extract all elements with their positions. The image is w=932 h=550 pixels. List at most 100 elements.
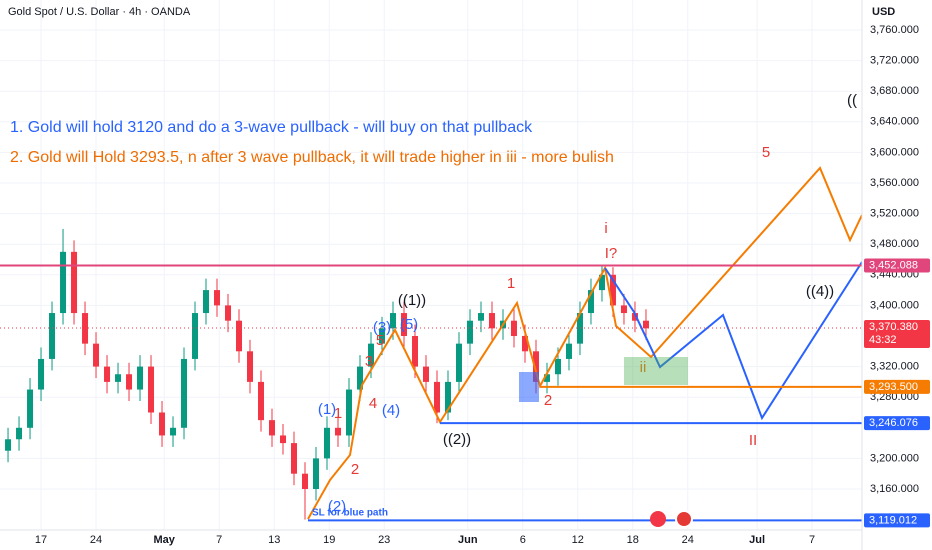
note: 1. Gold will hold 3120 and do a 3-wave p… <box>10 119 533 136</box>
candle-body <box>510 320 517 336</box>
candle-body <box>126 374 133 390</box>
wave-label: 1 <box>334 405 342 422</box>
candle-body <box>313 458 320 489</box>
wave-label: (4) <box>382 402 400 419</box>
green-zone <box>624 357 688 385</box>
candle-body <box>225 305 232 321</box>
candle-body <box>137 366 144 390</box>
y-tick-label: 3,320.000 <box>870 360 919 372</box>
candle-body <box>642 320 649 329</box>
level-label: 3,246.076 <box>869 417 918 429</box>
candle-body <box>60 251 67 314</box>
candle-body <box>181 358 188 428</box>
wave-label: ii <box>640 359 647 376</box>
candle-body <box>488 313 495 329</box>
price-axis-panel <box>862 0 932 550</box>
candle-body <box>521 335 528 352</box>
y-tick-label: 3,760.000 <box>870 24 919 36</box>
candle-body <box>258 381 265 421</box>
y-tick-label: 3,640.000 <box>870 116 919 128</box>
wave-label: (2) <box>328 498 346 515</box>
wave-label: i <box>604 220 607 237</box>
wave-label: 5 <box>376 332 384 349</box>
level-label: 3,452.088 <box>869 259 918 271</box>
x-tick-label: 23 <box>378 534 390 546</box>
candle-body <box>466 320 473 344</box>
level-label-bg <box>864 513 930 528</box>
x-tick-label: 6 <box>520 534 526 546</box>
level-label-bg <box>864 379 930 394</box>
wave-label: 2 <box>351 461 359 478</box>
y-tick-label: 3,480.000 <box>870 238 919 250</box>
level-label: 3,293.500 <box>869 381 918 393</box>
x-tick-label: 12 <box>572 534 584 546</box>
candle-body <box>422 366 429 382</box>
candle-body <box>400 313 407 336</box>
last-price-bg <box>864 320 930 349</box>
candle-body <box>411 335 418 367</box>
level-label-bg <box>864 258 930 273</box>
candle-body <box>532 351 539 382</box>
wave-label: 3 <box>365 353 373 370</box>
wave-label: ((1)) <box>398 292 426 309</box>
candle-body <box>49 313 56 359</box>
candle-body <box>93 343 100 367</box>
blue-zone <box>519 372 539 402</box>
y-tick-label: 3,720.000 <box>870 54 919 66</box>
y-tick-label: 3,560.000 <box>870 177 919 189</box>
candle-body <box>302 473 309 489</box>
candle-body <box>346 389 353 436</box>
x-tick-label: May <box>154 534 176 546</box>
orange-projection <box>307 166 863 520</box>
candle-body <box>280 435 287 444</box>
level-label-bg <box>864 416 930 431</box>
candle-body <box>444 381 451 413</box>
level-label: 3,119.012 <box>869 514 917 526</box>
candle-body <box>203 290 210 314</box>
x-tick-label: Jul <box>749 534 765 546</box>
sl-label: SL for blue path <box>312 508 388 519</box>
candle-body <box>554 358 561 375</box>
candle-body <box>620 305 627 314</box>
wave-label: (( <box>847 92 857 109</box>
x-tick-label: Jun <box>458 534 478 546</box>
x-tick-label: 24 <box>682 534 694 546</box>
wave-label: (1) <box>318 401 336 418</box>
candle-body <box>269 420 276 436</box>
y-tick-label: 3,160.000 <box>870 483 919 495</box>
candle-body <box>324 427 331 459</box>
x-tick-label: 7 <box>216 534 222 546</box>
x-tick-label: 17 <box>35 534 47 546</box>
x-tick-label: 13 <box>268 534 280 546</box>
candle-body <box>71 251 78 314</box>
axes: 3,760.000 3,720.000 3,680.000 3,640.000 3,60… <box>35 24 930 546</box>
candle-body <box>16 427 23 440</box>
wave-label: 2 <box>544 392 552 409</box>
wave-label: (3) <box>373 319 391 336</box>
wave-label: 5 <box>762 144 770 161</box>
candle-body <box>587 290 594 314</box>
wave-label: I? <box>605 245 618 262</box>
flag-icon[interactable] <box>675 510 693 528</box>
y-tick-label: 3,600.000 <box>870 146 919 158</box>
wave-label: 4 <box>369 395 377 412</box>
currency: USD <box>872 6 895 18</box>
candle-body <box>543 374 550 382</box>
y-tick-label: 3,200.000 <box>870 452 919 464</box>
x-tick-label: 24 <box>90 534 102 546</box>
candle-body <box>357 366 364 390</box>
candle-body <box>455 343 462 382</box>
candle-body <box>631 313 638 321</box>
candle-body <box>115 374 122 382</box>
event-icon[interactable] <box>650 511 666 527</box>
wave-label: (5) <box>400 316 418 333</box>
candle-body <box>576 313 583 344</box>
wave-label: II <box>749 432 757 449</box>
candle-body <box>565 343 572 359</box>
candle-body <box>159 412 166 436</box>
wave-label: ((4)) <box>806 283 834 300</box>
countdown: 43:32 <box>869 334 897 346</box>
candle-body <box>389 313 396 329</box>
